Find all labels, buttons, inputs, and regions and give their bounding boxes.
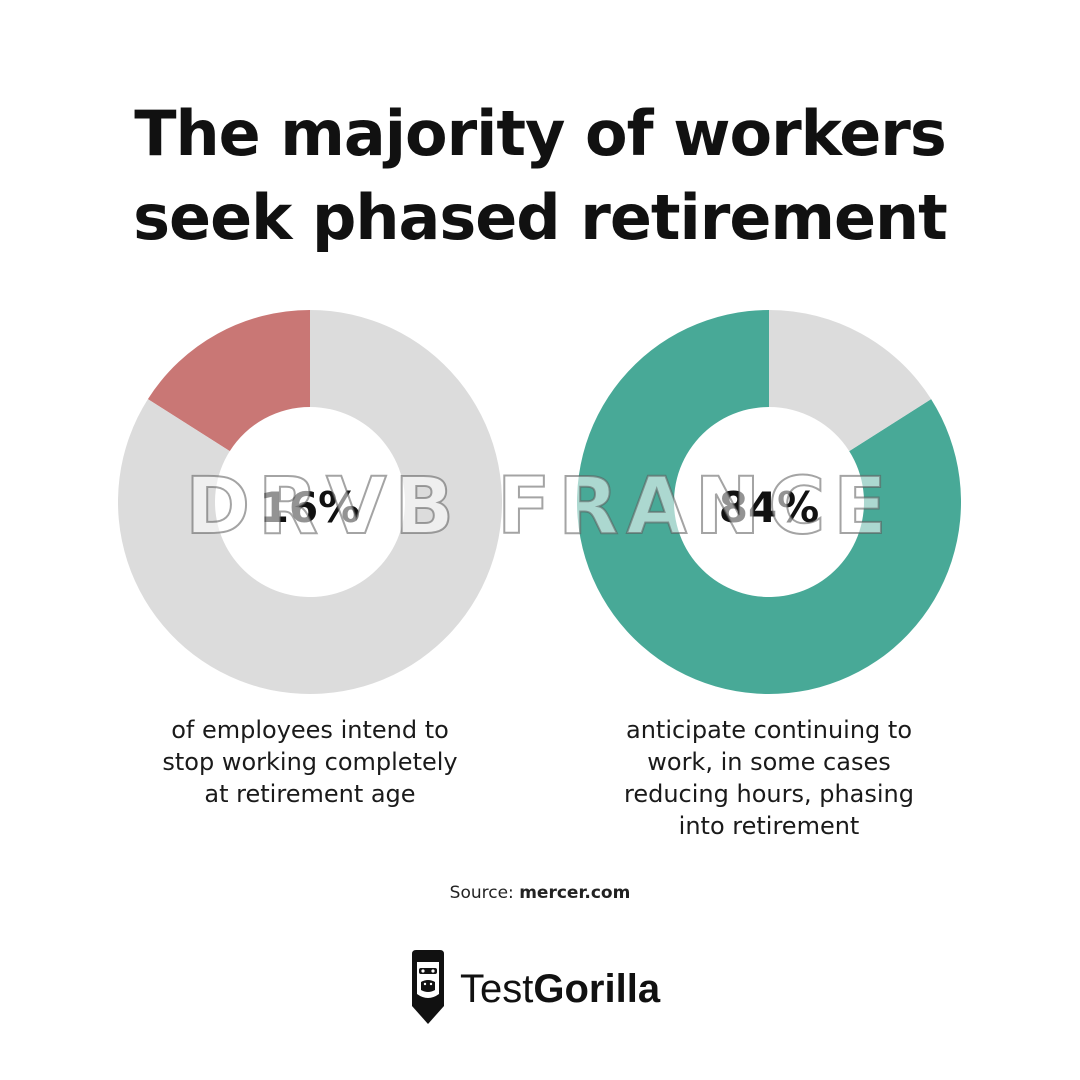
source-site: mercer.com bbox=[519, 883, 631, 903]
center-label-84: 84% bbox=[719, 483, 820, 532]
brand-name-part2: Gorilla bbox=[533, 967, 661, 1011]
brand-name: TestGorilla bbox=[460, 964, 660, 1014]
title-line-2: seek phased retirement bbox=[133, 181, 948, 254]
slice-continue-working bbox=[577, 310, 962, 694]
source-note: Source: mercer.com bbox=[0, 883, 1080, 903]
source-prefix: Source: bbox=[449, 883, 514, 903]
caption-left-line-3: at retirement age bbox=[204, 780, 416, 808]
center-label-16: 16% bbox=[260, 483, 361, 532]
brand-name-part1: Test bbox=[460, 967, 534, 1011]
brand-logo: TestGorilla bbox=[408, 948, 688, 1030]
caption-left-line-1: of employees intend to bbox=[171, 716, 449, 744]
slice-other bbox=[769, 310, 932, 452]
caption-right-line-3: reducing hours, phasing bbox=[624, 780, 914, 808]
caption-left: of employees intend to stop working comp… bbox=[130, 714, 490, 810]
caption-left-line-2: stop working completely bbox=[162, 748, 458, 776]
caption-right-line-2: work, in some cases bbox=[647, 748, 891, 776]
caption-right-line-4: into retirement bbox=[678, 812, 860, 840]
caption-right-line-1: anticipate continuing to bbox=[625, 716, 913, 744]
title-line-1: The majority of workers bbox=[134, 97, 947, 170]
slice-other bbox=[117, 310, 502, 694]
donut-chart-continue-working bbox=[577, 310, 962, 694]
slice-stop-working bbox=[147, 310, 310, 452]
caption-right: anticipate continuing to work, in some c… bbox=[589, 714, 949, 842]
page-title: The majority of workers seek phased reti… bbox=[0, 92, 1080, 260]
gorilla-icon bbox=[412, 950, 444, 1024]
donut-chart-employees-stop bbox=[117, 310, 502, 694]
